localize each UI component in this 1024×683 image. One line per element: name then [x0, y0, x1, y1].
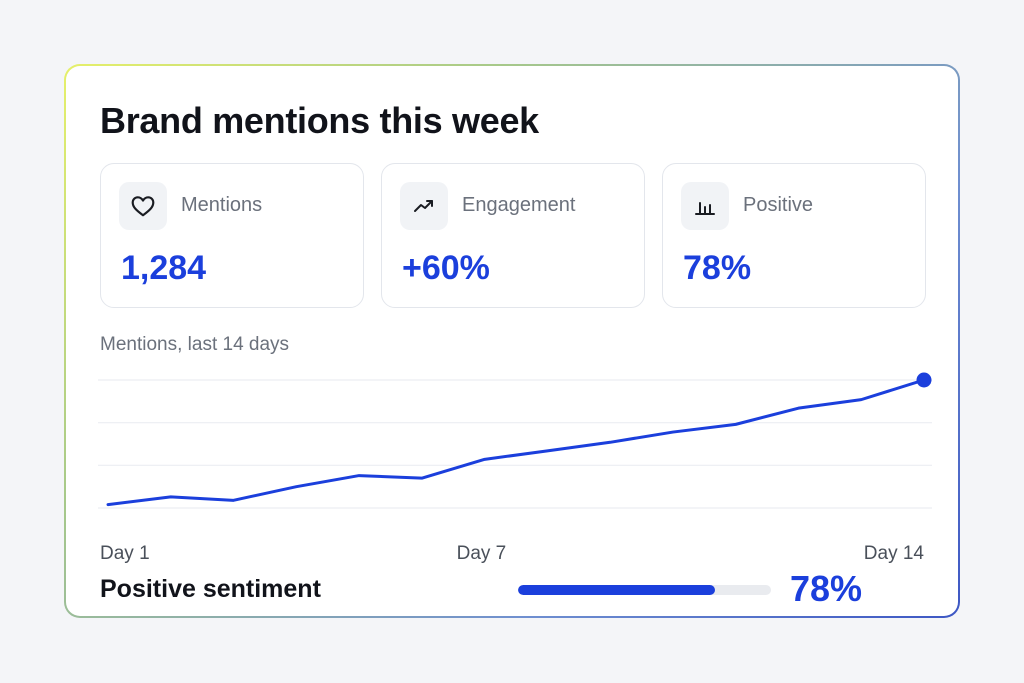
stat-value: 1,284 [121, 249, 207, 287]
card-frame: Brand mentions this week Mentions 1,284 … [64, 64, 960, 618]
stat-value: 78% [683, 249, 752, 287]
sentiment-bar-fill [518, 585, 716, 595]
stat-label: Engagement [462, 194, 576, 216]
sentiment-bar-track [518, 585, 771, 595]
stat-label: Mentions [181, 194, 263, 216]
x-tick-label: Day 14 [863, 543, 924, 564]
trending-up-icon [400, 182, 448, 230]
bar-chart-icon [681, 182, 729, 230]
x-tick-label: Day 7 [456, 543, 507, 564]
last-data-point [916, 372, 932, 388]
stat-value: +60% [402, 249, 490, 287]
brand-mentions-card: Brand mentions this week Mentions 1,284 … [66, 66, 958, 616]
stat-label: Positive [743, 194, 814, 216]
card-title: Brand mentions this week [100, 100, 539, 141]
mentions-line-chart [98, 372, 932, 509]
series-line [106, 378, 926, 507]
chart-label: Mentions, last 14 days [100, 334, 290, 355]
x-tick-label: Day 1 [100, 543, 150, 564]
stat-positive: Positive 78% [662, 163, 926, 308]
heart-icon [119, 182, 167, 230]
stat-engagement: Engagement +60% [381, 163, 645, 308]
sentiment-value: 78% [790, 568, 863, 609]
stat-mentions: Mentions 1,284 [100, 163, 364, 308]
sentiment-label: Positive sentiment [100, 575, 321, 603]
